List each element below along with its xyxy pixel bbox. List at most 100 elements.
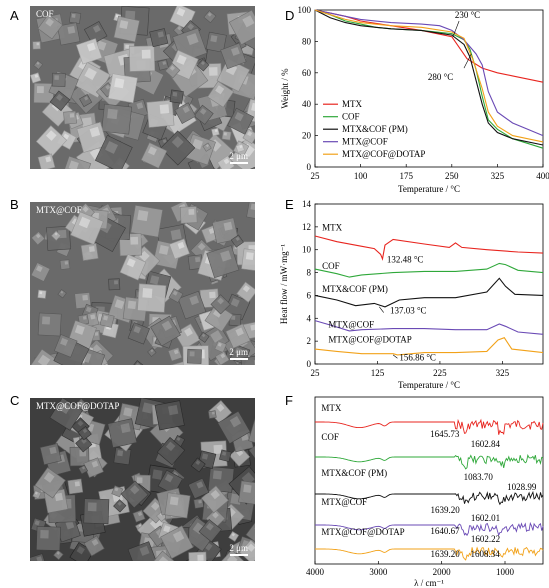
- peak-annotation: 1645.73: [430, 429, 460, 439]
- crystal-highlight: [201, 453, 209, 460]
- crystal-highlight: [250, 324, 255, 331]
- crystal-highlight: [36, 42, 40, 46]
- crystal-highlight: [135, 362, 141, 365]
- crystal-highlight: [170, 229, 182, 241]
- crystal-highlight: [168, 405, 179, 416]
- y-tick-label: 12: [302, 222, 311, 232]
- crystal: [127, 541, 157, 561]
- crystal-highlight: [217, 342, 222, 347]
- series-line: [314, 337, 544, 356]
- crystal-highlight: [157, 556, 170, 561]
- crystal-highlight: [188, 209, 195, 215]
- dsc-chart: 25 125 225 325 0 2 4 6 8 10 12 14 Temperature / °C He…: [279, 199, 544, 390]
- crystal-highlight: [119, 20, 129, 30]
- plot-frame: [314, 396, 544, 565]
- peak-annotation: 1602.22: [471, 534, 500, 544]
- crystal-highlight: [230, 46, 240, 56]
- legend-label: MTX&COF (PM): [342, 124, 408, 134]
- crystal-highlight: [67, 26, 76, 34]
- crystal-highlight: [36, 86, 44, 94]
- crystal-highlight: [209, 67, 218, 76]
- crystal: [146, 550, 182, 561]
- crystal-highlight: [82, 206, 89, 213]
- crystal-highlight: [130, 484, 140, 495]
- series-label: MTX: [321, 403, 341, 413]
- crystal: [128, 45, 156, 72]
- spectrum-line: [315, 546, 544, 561]
- spectrum-line: [315, 418, 544, 436]
- crystal-highlight: [210, 35, 218, 43]
- crystal-highlight: [169, 65, 176, 71]
- crystal-highlight: [115, 14, 119, 18]
- y-tick-label: 10: [302, 245, 312, 255]
- crystal-highlight: [176, 437, 181, 442]
- panel-letter-e: E: [285, 197, 294, 212]
- crystal-highlight: [210, 489, 220, 500]
- crystal: [146, 99, 175, 128]
- x-tick-label: 100: [354, 171, 368, 181]
- sem-title-mtx-cof: MTX@COF: [36, 205, 82, 215]
- crystal: [229, 445, 251, 467]
- crystal-highlight: [82, 294, 88, 301]
- crystal: [220, 42, 247, 70]
- x-tick-label: 1000: [496, 567, 515, 577]
- sem-image-mtx-cof: MTX@COF 2 μm: [30, 202, 255, 365]
- crystal-highlight: [247, 543, 255, 552]
- crystal-highlight: [163, 525, 171, 533]
- crystal-highlight: [176, 7, 186, 17]
- plot-frame: [314, 9, 544, 168]
- crystal-highlight: [114, 299, 125, 310]
- crystal: [150, 315, 181, 347]
- crystal-highlight: [173, 349, 179, 355]
- crystal-highlight: [74, 481, 80, 487]
- crystal: [53, 334, 78, 358]
- crystal: [170, 359, 198, 365]
- crystal: [193, 104, 214, 125]
- crystal-highlight: [85, 306, 92, 313]
- crystal-highlight: [88, 246, 95, 253]
- crystal-highlight: [207, 12, 212, 17]
- y-axis-label: Weight / %: [280, 68, 290, 109]
- crystal: [94, 135, 133, 169]
- y-tick-label: 20: [302, 131, 312, 141]
- crystal-highlight: [182, 105, 190, 114]
- crystal: [239, 539, 255, 561]
- crystal-highlight: [105, 140, 119, 154]
- crystal-highlight: [195, 256, 201, 263]
- crystal-highlight: [212, 470, 222, 480]
- y-tick-label: 100: [298, 5, 312, 15]
- crystal: [137, 283, 167, 313]
- crystal: [160, 130, 196, 166]
- crystal-highlight: [71, 13, 76, 18]
- crystal-highlight: [89, 126, 101, 138]
- crystal-highlight: [36, 265, 43, 273]
- crystal: [235, 143, 245, 153]
- crystal-highlight: [117, 450, 124, 457]
- crystal: [210, 294, 231, 315]
- crystal-highlight: [127, 300, 137, 310]
- crystal-highlight: [136, 102, 144, 110]
- crystal-highlight: [200, 61, 206, 66]
- y-tick-label: 0: [307, 359, 312, 369]
- crystal: [198, 331, 210, 343]
- crystal: [32, 490, 42, 500]
- crystal-highlight: [223, 132, 227, 136]
- x-axis-label: Temperature / °C: [398, 184, 460, 194]
- crystal-highlight: [130, 236, 139, 245]
- crystal-highlight: [34, 520, 40, 526]
- legend-label: MTX: [342, 99, 363, 109]
- crystal-highlight: [77, 420, 84, 427]
- y-tick-label: 60: [302, 68, 312, 78]
- crystal-highlight: [186, 33, 199, 46]
- crystal-highlight: [54, 75, 59, 80]
- crystal: [248, 415, 255, 449]
- crystal-highlight: [92, 24, 101, 33]
- crystal-highlight: [231, 315, 236, 320]
- crystal: [130, 204, 164, 238]
- y-axis-label: Heat flow / mW·mg⁻¹: [279, 244, 289, 324]
- crystal: [76, 121, 108, 153]
- crystal-highlight: [78, 401, 85, 408]
- crystal-highlight: [56, 551, 60, 555]
- x-tick-label: 175: [399, 171, 413, 181]
- crystal: [167, 347, 183, 362]
